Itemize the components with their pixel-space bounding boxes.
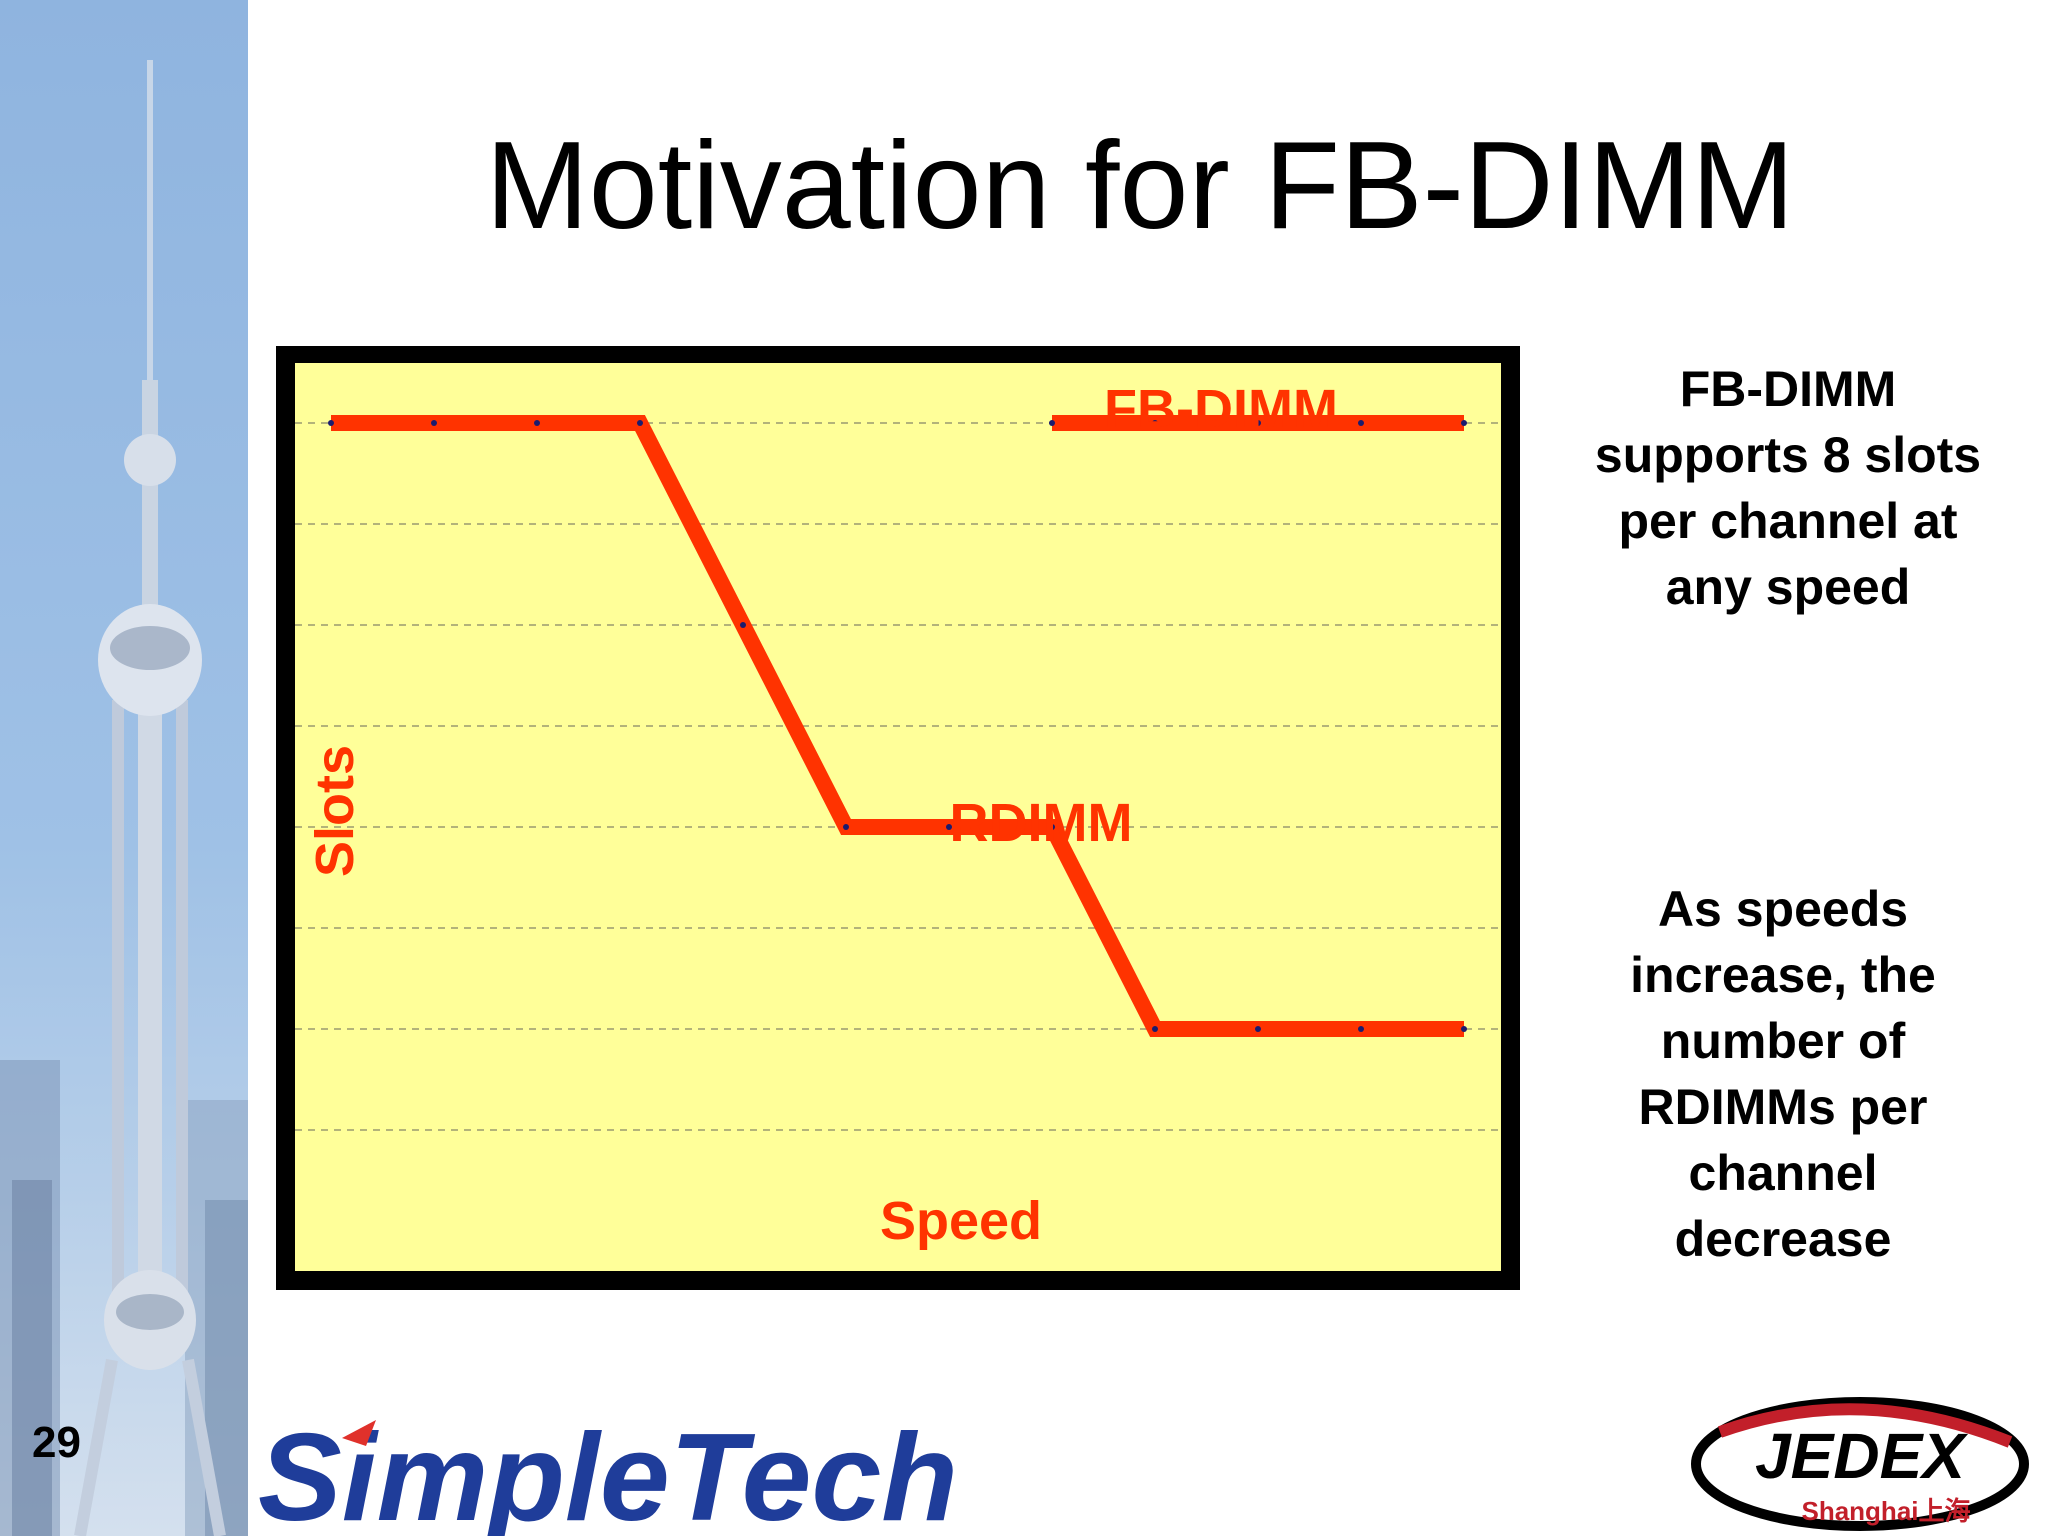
- jedex-swoosh-icon: [1717, 1403, 2013, 1448]
- series-label-fb-dimm: FB-DIMM: [1104, 379, 1338, 439]
- data-point-rdimm-9: [1255, 1026, 1261, 1032]
- data-point-rdimm-2: [534, 420, 540, 426]
- jedex-logo: JEDEX Shanghai上海: [1691, 1397, 2029, 1531]
- series-lines: [328, 415, 1467, 1037]
- slide-number: 29: [32, 1418, 81, 1467]
- fb-dimm-note: FB-DIMM supports 8 slots per channel at …: [1594, 361, 1982, 615]
- logo-accent-icon: [342, 1420, 376, 1446]
- data-point-rdimm-11: [1461, 1026, 1467, 1032]
- data-point-rdimm-1: [431, 420, 437, 426]
- tv-tower-illustration: [0, 60, 248, 1536]
- y-axis-label: Slots: [305, 745, 365, 877]
- data-point-rdimm-5: [843, 824, 849, 830]
- data-point-fb-dimm-4: [1461, 420, 1467, 426]
- data-point-rdimm-6: [946, 824, 952, 830]
- series-label-rdimm: RDIMM: [950, 793, 1133, 853]
- jedex-ring: [1691, 1397, 2029, 1531]
- data-point-rdimm-0: [328, 420, 334, 426]
- data-point-rdimm-3: [637, 420, 643, 426]
- x-axis-label: Speed: [880, 1191, 1042, 1251]
- jedex-logo-text: JEDEX: [1755, 1420, 1968, 1492]
- data-point-rdimm-7: [1049, 824, 1055, 830]
- data-point-fb-dimm-3: [1358, 420, 1364, 426]
- slide-title: Motivation for FB-DIMM: [485, 117, 1795, 255]
- rdimm-note: As speeds increase, the number of RDIMMs…: [1630, 881, 1936, 1267]
- simpletech-logo-text: SimpleTech: [258, 1412, 958, 1536]
- plot-background: [295, 363, 1501, 1271]
- sidebar-photo: [0, 0, 248, 1536]
- slots-vs-speed-chart: FB-DIMM RDIMM Speed Slots: [295, 363, 1501, 1271]
- data-point-fb-dimm-1: [1152, 420, 1158, 426]
- simpletech-logo: SimpleTech: [258, 1412, 958, 1536]
- data-point-rdimm-8: [1152, 1026, 1158, 1032]
- data-point-fb-dimm-2: [1255, 420, 1261, 426]
- chart-frame: FB-DIMM RDIMM Speed Slots: [276, 346, 1520, 1290]
- series-line-rdimm: [331, 415, 1464, 1037]
- data-point-rdimm-4: [740, 622, 746, 628]
- data-point-fb-dimm-0: [1049, 420, 1055, 426]
- jedex-logo-subtext: Shanghai上海: [1801, 1496, 1970, 1526]
- data-point-rdimm-10: [1358, 1026, 1364, 1032]
